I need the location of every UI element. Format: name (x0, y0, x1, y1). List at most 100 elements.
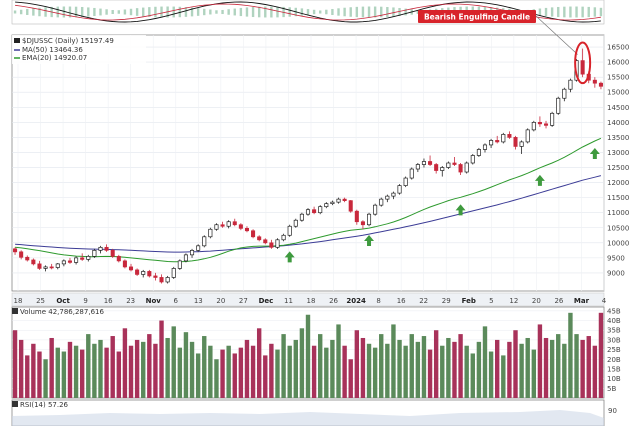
indicator-bar (270, 6, 273, 18)
indicator-bar (209, 9, 212, 15)
indicator-bar (312, 9, 316, 15)
volume-bar (281, 334, 286, 398)
candle (141, 271, 146, 275)
volume-bar (415, 341, 421, 398)
indicator-bar (19, 9, 23, 15)
candle (220, 224, 225, 227)
volume-bar (507, 341, 512, 398)
candle (440, 167, 445, 171)
x-tick-nov: Nov (146, 297, 162, 305)
indicator-bar (264, 6, 267, 18)
x-tick-mar: Mar (574, 297, 590, 305)
volume-bar (391, 324, 396, 398)
x-tick-18: 18 (14, 297, 23, 305)
volume-bar (311, 345, 317, 398)
price-y-tick-12500: 12500 (607, 164, 629, 172)
indicator-bar (93, 7, 96, 17)
indicator-bar (117, 10, 121, 14)
candle (299, 213, 304, 221)
price-y-tick-9000: 9000 (607, 269, 625, 277)
price-y-tick-15500: 15500 (607, 74, 629, 82)
indicator-bar (111, 10, 114, 14)
volume-bar (549, 339, 555, 398)
indicator-bar (367, 6, 371, 18)
price-y-tick-16000: 16000 (607, 59, 629, 67)
candle (165, 277, 170, 283)
indicator-bar (160, 6, 163, 18)
x-tick-20: 20 (216, 297, 225, 305)
indicator-bar (319, 10, 322, 14)
x-tick-26: 26 (554, 297, 563, 305)
volume-bar (226, 345, 231, 398)
candle (324, 203, 329, 208)
x-tick-12: 12 (509, 297, 518, 305)
candle (367, 213, 372, 226)
candle (92, 249, 97, 257)
volume-y-tick-30b: 30B (607, 336, 621, 344)
indicator-bar (557, 6, 560, 18)
x-tick-2024: 2024 (346, 297, 366, 305)
volume-bar (543, 337, 549, 398)
x-tick-25: 25 (36, 297, 45, 305)
candle (330, 201, 335, 205)
volume-bar (458, 334, 463, 398)
volume-y-tick-15b: 15B (607, 365, 621, 373)
price-y-tick-10500: 10500 (607, 224, 629, 232)
x-tick-11: 11 (284, 297, 293, 305)
candle (403, 177, 408, 186)
candle (415, 164, 420, 170)
x-tick-23: 23 (126, 297, 135, 305)
volume-bar (519, 343, 524, 398)
candle (153, 275, 158, 278)
candle (543, 123, 549, 126)
candle (525, 129, 530, 143)
volume-bar (25, 355, 30, 398)
callout-text: Bearish Engulfing Candle (424, 13, 530, 22)
candle (177, 260, 182, 269)
volume-bar (275, 349, 280, 398)
volume-bar (440, 345, 445, 398)
candle (568, 79, 573, 90)
volume-bar (31, 343, 36, 398)
candle (275, 239, 280, 248)
bearish-engulfing-callout: Bearish Engulfing Candle (418, 10, 592, 85)
indicator-bar (123, 9, 127, 15)
indicator-bar (544, 7, 548, 17)
indicator-bar (68, 6, 72, 18)
volume-bar (263, 355, 268, 398)
candle (379, 198, 384, 206)
x-tick-dec: Dec (259, 297, 274, 305)
candle (238, 224, 243, 229)
volume-bar (452, 341, 457, 398)
indicator-bar (215, 10, 218, 14)
volume-bar (177, 347, 183, 398)
volume-bar (141, 341, 146, 398)
volume-bar (342, 345, 347, 398)
candle (159, 277, 164, 283)
candle (190, 249, 195, 256)
indicator-bar (184, 7, 188, 17)
candle (550, 112, 555, 126)
x-tick-20: 20 (532, 297, 541, 305)
indicator-bar (386, 7, 389, 17)
x-tick-feb: Feb (462, 297, 476, 305)
candle (183, 254, 188, 262)
volume-bar (73, 345, 79, 398)
volume-bar (586, 336, 591, 398)
candle (385, 195, 390, 200)
volume-bar (244, 339, 250, 398)
indicator-bar (587, 6, 590, 18)
volume-bar (171, 326, 176, 398)
volume-bar (269, 343, 274, 398)
up-arrow-icon (364, 235, 375, 247)
candle (214, 224, 219, 230)
volume-bar (202, 336, 207, 398)
volume-bar (55, 347, 60, 398)
volume-bar (476, 341, 482, 398)
candle (251, 230, 256, 238)
price-y-tick-14500: 14500 (607, 104, 629, 112)
volume-bar (159, 320, 164, 398)
indicator-bar (380, 6, 383, 18)
volume-bar (403, 345, 408, 398)
